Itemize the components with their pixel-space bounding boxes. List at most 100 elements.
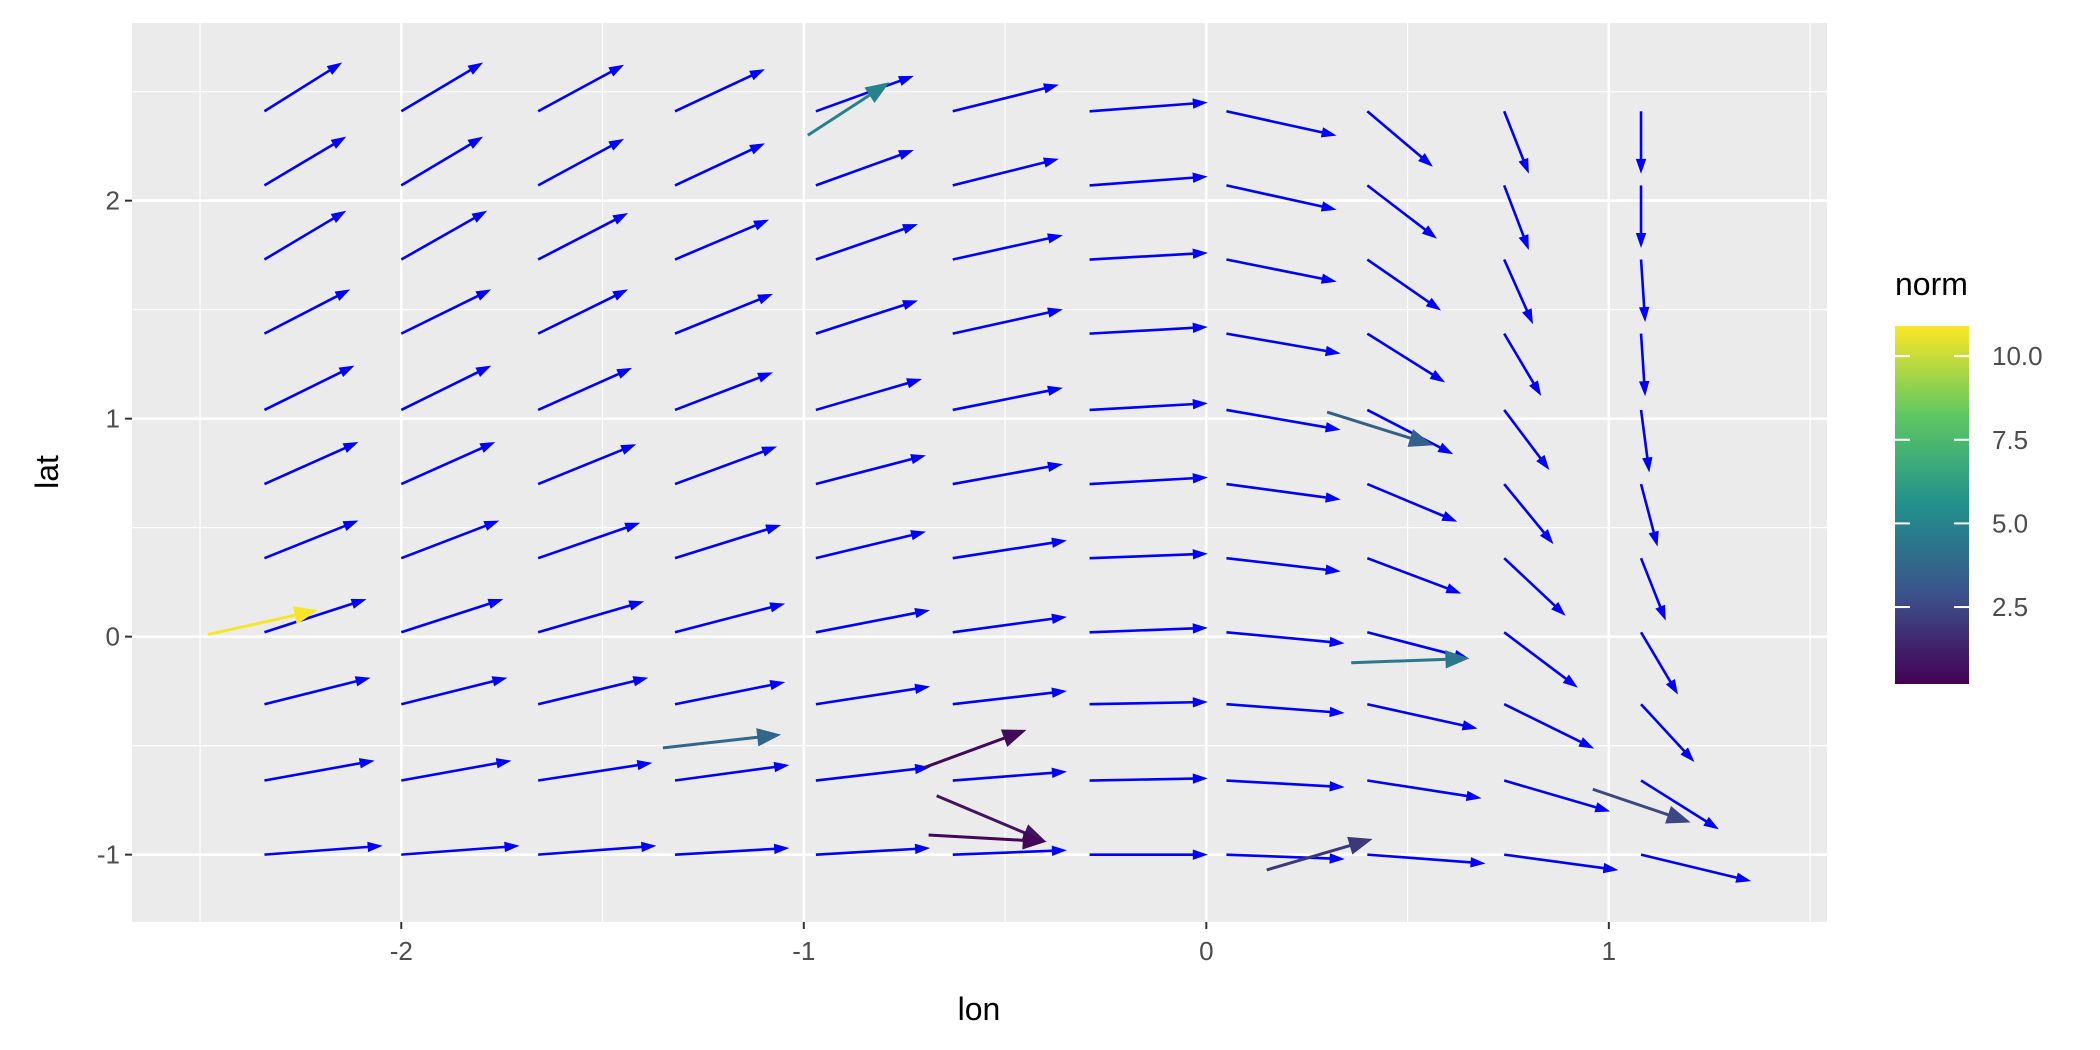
arrow-shaft bbox=[400, 67, 474, 113]
arrow-head bbox=[358, 758, 375, 769]
arrow-shaft bbox=[936, 794, 1028, 836]
arrow-shaft bbox=[1089, 176, 1196, 187]
arrow-shaft bbox=[1503, 779, 1599, 810]
arrow-shaft bbox=[815, 381, 911, 412]
field-arrow bbox=[263, 520, 359, 560]
arrow-shaft bbox=[952, 849, 1055, 856]
legend-break-label: 10.0 bbox=[1992, 341, 2043, 371]
field-arrow bbox=[815, 300, 918, 335]
arrow-shaft bbox=[815, 847, 918, 856]
field-arrow bbox=[1639, 557, 1666, 621]
arrow-shaft bbox=[1640, 703, 1687, 754]
arrow-head bbox=[757, 372, 774, 383]
field-arrow bbox=[1367, 779, 1482, 802]
field-arrow bbox=[674, 219, 769, 261]
field-arrow bbox=[1089, 697, 1208, 708]
arrow-head bbox=[1429, 370, 1446, 383]
field-arrow bbox=[400, 210, 488, 261]
arrow-head bbox=[1648, 530, 1659, 547]
field-arrow bbox=[400, 676, 508, 706]
legend-colorbar bbox=[1895, 326, 1969, 684]
arrow-shaft bbox=[1503, 631, 1569, 682]
arrow-head bbox=[1551, 601, 1566, 616]
arrow-shaft bbox=[1639, 409, 1649, 461]
arrow-shaft bbox=[1366, 408, 1443, 450]
arrow-head bbox=[765, 524, 782, 535]
field-arrow bbox=[674, 143, 765, 187]
arrow-head bbox=[624, 522, 641, 533]
field-arrow bbox=[674, 679, 786, 706]
arrow-head bbox=[330, 210, 347, 223]
field-arrow bbox=[1089, 322, 1208, 335]
field-arrow bbox=[1226, 110, 1337, 138]
field-arrow bbox=[1640, 703, 1695, 763]
arrow-shaft bbox=[537, 763, 641, 782]
arrow-shaft bbox=[674, 605, 774, 634]
y-tick-label: 0 bbox=[106, 622, 120, 652]
arrow-head bbox=[1192, 248, 1208, 259]
field-arrow bbox=[1635, 185, 1647, 248]
x-tick-label: 0 bbox=[1199, 936, 1213, 966]
arrow-shaft bbox=[1639, 631, 1673, 685]
field-arrow bbox=[537, 289, 629, 335]
norm-arrow bbox=[928, 831, 1047, 850]
arrow-shaft bbox=[1639, 259, 1646, 310]
arrow-head bbox=[1192, 849, 1208, 860]
arrow-shaft bbox=[1367, 779, 1470, 798]
arrow-head bbox=[1680, 747, 1695, 763]
field-arrow bbox=[1089, 623, 1208, 634]
arrow-shaft bbox=[1226, 184, 1325, 209]
arrow-head bbox=[1407, 429, 1434, 447]
arrow-head bbox=[1602, 862, 1619, 874]
arrow-head bbox=[910, 530, 927, 541]
arrow-shaft bbox=[537, 217, 618, 261]
arrow-shaft bbox=[1089, 252, 1196, 261]
arrow-shaft bbox=[1366, 631, 1458, 657]
field-arrow bbox=[1638, 259, 1650, 323]
field-arrow bbox=[1089, 773, 1208, 784]
field-arrow bbox=[1503, 631, 1578, 688]
arrow-shaft bbox=[537, 447, 626, 486]
field-arrow bbox=[1089, 849, 1208, 860]
arrow-head bbox=[1329, 853, 1345, 864]
field-arrow bbox=[815, 607, 931, 634]
arrow-head bbox=[773, 761, 790, 773]
arrow-shaft bbox=[1089, 476, 1196, 486]
arrow-shaft bbox=[674, 449, 766, 486]
field-arrow bbox=[1640, 779, 1719, 830]
arrow-shaft bbox=[1226, 408, 1329, 429]
arrow-shaft bbox=[263, 370, 344, 412]
norm-arrow bbox=[1266, 836, 1373, 872]
field-arrow bbox=[674, 843, 790, 856]
arrow-shaft bbox=[1326, 410, 1414, 441]
arrow-shaft bbox=[674, 223, 758, 261]
arrow-head bbox=[342, 442, 359, 453]
arrow-shaft bbox=[1640, 779, 1709, 824]
field-arrow bbox=[537, 600, 645, 634]
field-arrow bbox=[1089, 248, 1208, 261]
arrow-shaft bbox=[264, 761, 363, 782]
arrow-shaft bbox=[1226, 482, 1329, 500]
arrow-head bbox=[753, 219, 769, 231]
arrow-head bbox=[1324, 422, 1341, 433]
field-arrow bbox=[815, 530, 927, 560]
arrow-shaft bbox=[662, 735, 760, 750]
arrow-shaft bbox=[401, 761, 500, 782]
field-arrow bbox=[1226, 258, 1337, 284]
field-arrow bbox=[400, 598, 504, 634]
field-arrow bbox=[674, 293, 774, 335]
arrow-head bbox=[1047, 307, 1063, 318]
field-arrow bbox=[1226, 184, 1337, 212]
arrow-head bbox=[1043, 157, 1059, 168]
norm-arrow bbox=[662, 728, 782, 750]
arrow-shaft bbox=[952, 617, 1055, 634]
arrow-shaft bbox=[400, 601, 492, 634]
field-arrow bbox=[1226, 482, 1341, 503]
arrow-head bbox=[749, 69, 765, 81]
arrow-head bbox=[471, 210, 488, 223]
arrow-head bbox=[612, 289, 629, 301]
arrow-shaft bbox=[815, 457, 915, 486]
arrow-head bbox=[1043, 83, 1059, 94]
arrow-shaft bbox=[400, 370, 481, 412]
